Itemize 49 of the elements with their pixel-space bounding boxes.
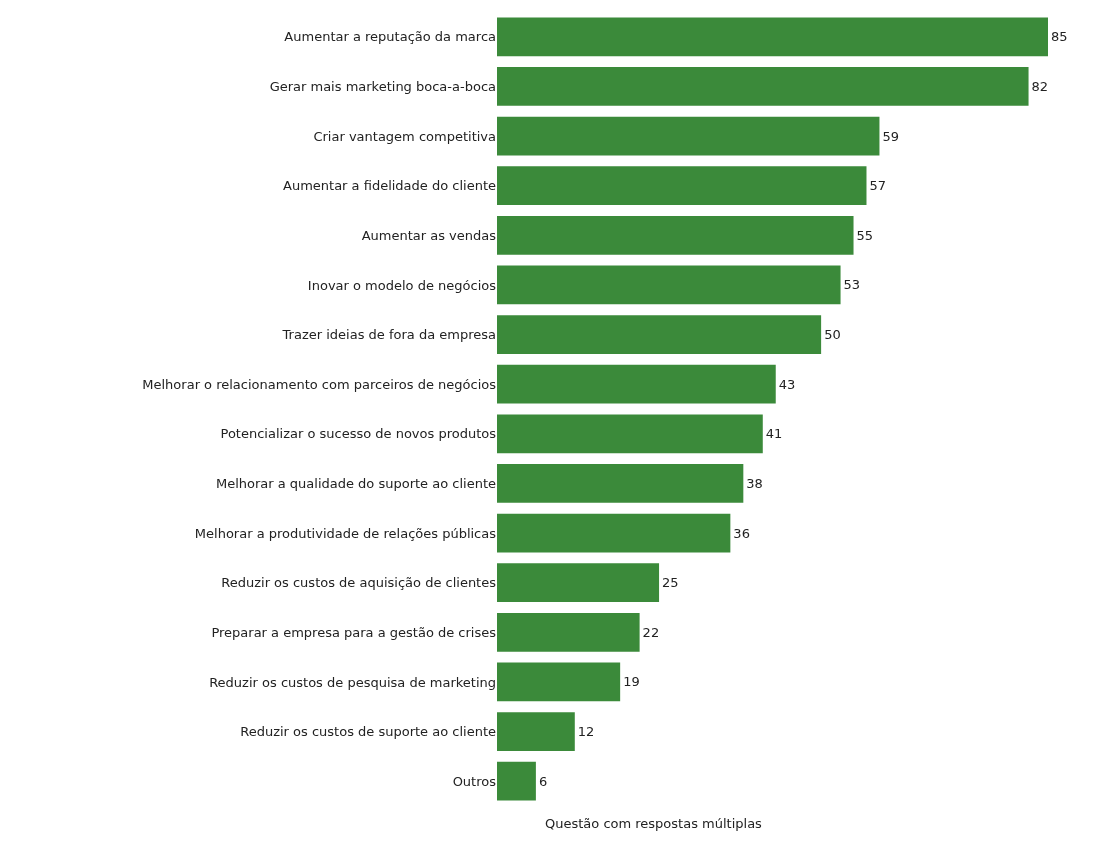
data-label: 55 [856, 227, 874, 243]
data-label: 22 [642, 624, 660, 640]
bar [497, 215, 854, 255]
data-label: 41 [765, 426, 783, 442]
bar [497, 116, 880, 156]
y-tick-label: Aumentar a reputação da marca [284, 29, 496, 45]
y-tick-label: Preparar a empresa para a gestão de crises [211, 624, 497, 640]
bar [497, 712, 575, 751]
data-label: 82 [1031, 78, 1049, 94]
y-tick-label: Reduzir os custos de pesquisa de marketing [209, 674, 496, 690]
y-tick-label: Aumentar a fidelidade do cliente [283, 178, 496, 194]
bar [497, 315, 822, 354]
y-tick-label: Gerar mais marketing boca-a-boca [269, 78, 496, 94]
y-tick-label: Trazer ideias de fora da empresa [281, 327, 496, 343]
bar [497, 17, 1048, 57]
bar [497, 513, 731, 553]
y-tick-label: Melhorar o relacionamento com parceiros de negócios [142, 376, 497, 392]
bar [497, 464, 744, 503]
y-tick-label: Inovar o modelo de negócios [307, 277, 497, 293]
data-label: 6 [538, 773, 548, 789]
bar [497, 761, 536, 801]
text: Questão com respostas múltiplas [545, 816, 763, 831]
y-tick-label: Reduzir os custos de suporte ao cliente [240, 724, 496, 740]
bar [497, 67, 1029, 106]
data-label: 25 [662, 575, 679, 591]
bar [497, 166, 867, 206]
y-tick-label: Aumentar as vendas [361, 227, 497, 243]
bar [497, 612, 640, 652]
data-label: 43 [778, 376, 796, 392]
data-label: 12 [577, 724, 595, 740]
bar [497, 414, 763, 454]
y-tick-label: Reduzir os custos de aquisição de clientes [221, 575, 497, 591]
data-label: 57 [869, 178, 887, 194]
bar [497, 563, 660, 603]
data-label: 36 [733, 525, 750, 541]
data-label: 38 [746, 475, 763, 491]
y-tick-label: Melhorar a produtividade de relações públicas [194, 525, 497, 541]
bar [497, 265, 841, 305]
data-label: 53 [843, 277, 861, 293]
y-tick-label: Outros [452, 773, 497, 789]
data-label: 59 [882, 128, 900, 144]
bar [497, 662, 621, 702]
data-label: 50 [824, 327, 841, 343]
bar [497, 364, 776, 404]
y-tick-label: Melhorar a qualidade do suporte ao cliente [215, 475, 496, 491]
data-label: 85 [1051, 29, 1068, 45]
y-tick-label: Criar vantagem competitiva [313, 128, 496, 144]
data-label: 19 [623, 674, 640, 690]
y-tick-label: Potencializar o sucesso de novos produtos [220, 426, 497, 442]
